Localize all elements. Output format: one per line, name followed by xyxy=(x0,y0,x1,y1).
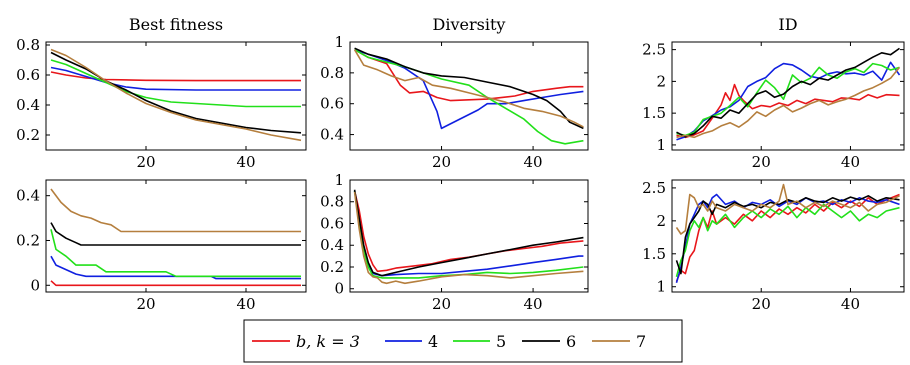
series-line-b4 xyxy=(676,61,901,141)
series-line-b3 xyxy=(353,190,584,273)
y-tick-label: 0.2 xyxy=(16,126,40,144)
x-tick-label: 40 xyxy=(841,295,860,313)
legend: b, k = 3 4 5 6 7 xyxy=(243,319,683,363)
series-line-b3 xyxy=(50,280,301,287)
series-line-b6 xyxy=(50,51,302,134)
x-tick-label: 20 xyxy=(432,153,451,171)
y-tick-label: 2 xyxy=(656,72,666,90)
legend-label-b6: 6 xyxy=(566,332,576,351)
y-tick-label: 1.5 xyxy=(642,245,666,263)
series-line-b7 xyxy=(675,183,900,235)
series-line-b5 xyxy=(50,229,301,278)
x-tick-label: 20 xyxy=(136,153,155,171)
series-line-b6 xyxy=(675,195,900,275)
plot-frame xyxy=(45,179,307,293)
y-tick-label: 1.5 xyxy=(642,104,666,122)
series-line-b3 xyxy=(354,49,584,102)
x-tick-label: 40 xyxy=(236,153,255,171)
series-line-b5 xyxy=(675,203,900,278)
y-tick-label: 0.8 xyxy=(16,36,40,54)
plot-frame xyxy=(671,41,905,151)
panel-id-top: ID 20 40 1 1.5 2 2.5 xyxy=(642,15,905,171)
series-line-b5 xyxy=(676,62,900,137)
x-tick-label: 20 xyxy=(752,295,771,313)
y-tick-label: 0.2 xyxy=(16,231,40,249)
series-line-b5 xyxy=(354,49,584,145)
y-tick-label: 1 xyxy=(656,278,666,296)
y-tick-label: 0.8 xyxy=(320,193,344,211)
legend-label-b7: 7 xyxy=(636,332,646,351)
plot-frame xyxy=(349,179,589,293)
series-line-b6 xyxy=(50,222,301,246)
panel-title: ID xyxy=(778,15,797,34)
x-tick-label: 20 xyxy=(752,153,771,171)
series-line-b4 xyxy=(50,255,301,280)
series-line-b7 xyxy=(353,191,584,285)
x-tick-label: 20 xyxy=(432,295,451,313)
x-tick-label: 40 xyxy=(524,153,543,171)
y-tick-label: 0.4 xyxy=(16,96,40,114)
y-tick-label: 0 xyxy=(30,276,40,294)
series-line-b7 xyxy=(50,188,301,233)
x-tick-label: 40 xyxy=(236,295,255,313)
x-tick-label: 40 xyxy=(841,153,860,171)
y-tick-label: 0.6 xyxy=(16,66,40,84)
panel-best-fitness-top: Best fitness 20 40 0.2 0.4 0.6 0.8 xyxy=(16,15,307,171)
y-tick-label: 0.8 xyxy=(320,64,344,82)
series-line-b6 xyxy=(676,47,900,138)
series-line-b3 xyxy=(676,83,900,139)
panel-id-bottom: 20 40 1 1.5 2 2.5 xyxy=(642,179,905,313)
x-tick-label: 20 xyxy=(136,295,155,313)
y-tick-label: 0.2 xyxy=(320,258,344,276)
series-line-b7 xyxy=(353,49,584,128)
y-tick-label: 1 xyxy=(334,33,344,51)
y-tick-label: 2.5 xyxy=(642,41,666,59)
y-tick-label: 0.4 xyxy=(16,187,40,205)
y-tick-label: 1 xyxy=(334,171,344,189)
y-tick-label: 1 xyxy=(656,136,666,154)
series-line-b6 xyxy=(353,189,584,277)
series-line-b5 xyxy=(353,190,584,279)
plot-frame xyxy=(349,41,589,151)
panel-diversity-top: Diversity 20 40 0.4 0.6 0.8 1 xyxy=(320,15,589,171)
plot-frame xyxy=(45,41,307,151)
y-tick-label: 2.5 xyxy=(642,179,666,197)
y-tick-label: 0 xyxy=(334,280,344,298)
legend-label-b4: 4 xyxy=(428,332,438,351)
series-line-b3 xyxy=(50,71,301,82)
series-line-b5 xyxy=(50,59,301,108)
y-tick-label: 0.6 xyxy=(320,214,344,232)
x-tick-label: 40 xyxy=(524,295,543,313)
legend-label-b5: 5 xyxy=(496,332,506,351)
series-line-b6 xyxy=(354,47,584,130)
y-tick-label: 2 xyxy=(656,212,666,230)
series-line-b4 xyxy=(353,190,584,277)
y-tick-label: 0.6 xyxy=(320,95,344,113)
series-line-b7 xyxy=(50,48,302,142)
plot-frame xyxy=(671,179,905,293)
panel-title: Diversity xyxy=(433,15,506,34)
y-tick-label: 0.4 xyxy=(320,236,344,254)
panel-diversity-bottom: 20 40 0 0.2 0.4 0.6 0.8 1 xyxy=(320,171,589,313)
panel-best-fitness-bottom: 20 40 0 0.2 0.4 xyxy=(16,179,307,313)
legend-label-b3: b, k = 3 xyxy=(296,332,360,351)
series-line-b7 xyxy=(676,66,901,139)
panel-title: Best fitness xyxy=(129,15,223,34)
y-tick-label: 0.4 xyxy=(320,126,344,144)
